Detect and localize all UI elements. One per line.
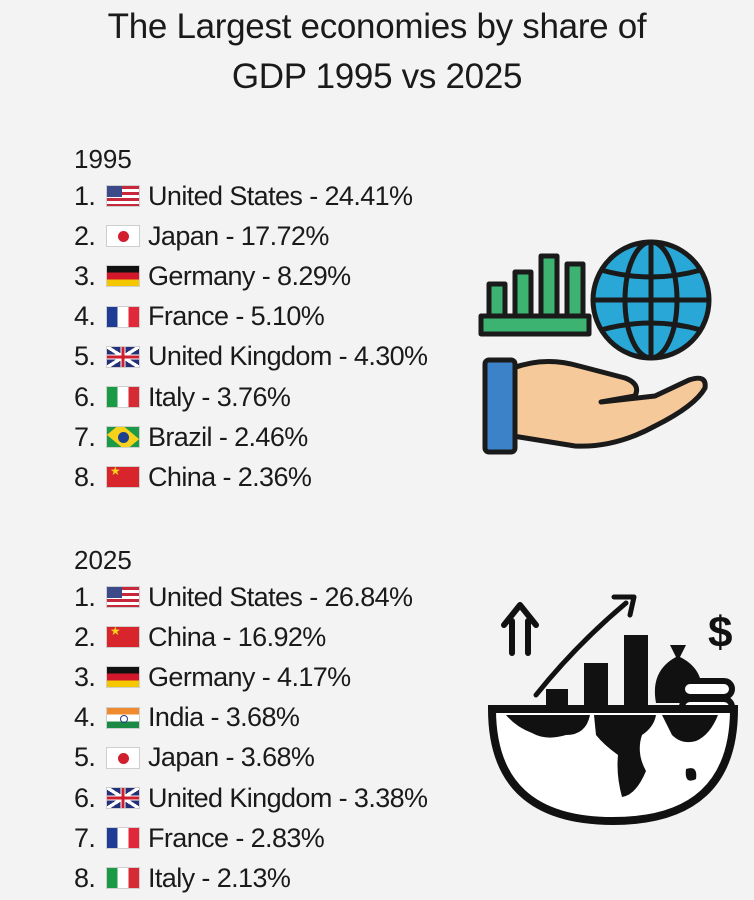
list-item: 5. Japan - 3.68%	[74, 738, 427, 778]
us-flag-icon	[106, 586, 140, 609]
section-1995: 1995 1. United States - 24.41% 2. Japan - …	[74, 142, 428, 498]
entry-text: China - 16.92%	[148, 621, 326, 652]
rank-number: 4.	[74, 702, 96, 733]
list-item: 1. United States - 26.84%	[74, 577, 427, 617]
entry-text: Japan - 3.68%	[148, 742, 315, 773]
france-flag-icon	[106, 827, 140, 850]
list-item: 6. United Kingdom - 3.38%	[74, 778, 428, 818]
germany-flag-icon	[106, 666, 140, 689]
us-flag-icon	[106, 185, 140, 208]
uk-flag-icon	[106, 787, 140, 810]
japan-flag-icon	[106, 225, 140, 248]
list-item: 5. United Kingdom - 4.30%	[74, 337, 428, 377]
entry-text: United States - 26.84%	[148, 581, 413, 612]
france-flag-icon	[106, 305, 140, 328]
uk-flag-icon	[106, 345, 140, 368]
china-flag-icon	[106, 626, 140, 649]
entry-text: France - 5.10%	[148, 301, 325, 332]
entry-text: Italy - 3.76%	[148, 381, 291, 412]
list-item: 8. Italy - 2.13%	[74, 858, 427, 898]
entry-text: Japan - 17.72%	[148, 220, 329, 251]
list-item: 4. India - 3.68%	[74, 698, 427, 738]
rank-number: 5.	[74, 742, 96, 773]
list-item: 2. Japan - 17.72%	[74, 216, 427, 256]
entry-text: Brazil - 2.46%	[148, 421, 308, 452]
list-item: 6. Italy - 3.76%	[74, 377, 427, 417]
section-year: 2025	[74, 545, 132, 575]
rank-number: 2.	[74, 220, 96, 251]
rank-number: 5.	[74, 341, 96, 372]
germany-flag-icon	[106, 265, 140, 288]
rank-number: 3.	[74, 661, 96, 692]
section-year: 1995	[74, 144, 132, 174]
rank-number: 1.	[74, 581, 96, 612]
rank-number: 1.	[74, 180, 96, 211]
rank-number: 6.	[74, 782, 96, 813]
list-item: 3. Germany - 8.29%	[74, 256, 427, 296]
rank-number: 7.	[74, 822, 96, 853]
rank-number: 4.	[74, 301, 96, 332]
section-2025: 2025 1. United States - 26.84% 2. China - …	[74, 543, 428, 899]
list-item: 1. United States - 24.41%	[74, 176, 427, 216]
entry-text: Germany - 8.29%	[148, 260, 351, 291]
list-item: 8. China - 2.36%	[74, 457, 427, 497]
entry-text: France - 2.83%	[148, 822, 325, 853]
page-title: The Largest economies by share of GDP 19…	[0, 2, 754, 102]
globe-with-growth-chart-and-money-icon: $	[487, 594, 739, 825]
rank-number: 7.	[74, 421, 96, 452]
entry-text: United Kingdom - 3.38%	[148, 782, 428, 813]
list-item: 3. Germany - 4.17%	[74, 657, 427, 697]
china-flag-icon	[106, 466, 140, 489]
india-flag-icon	[106, 706, 140, 729]
list-item: 4. France - 5.10%	[74, 297, 427, 337]
brazil-flag-icon	[106, 426, 140, 449]
list-item: 7. Brazil - 2.46%	[74, 417, 427, 457]
entry-text: India - 3.68%	[148, 702, 300, 733]
title-line-2: GDP 1995 vs 2025	[231, 57, 523, 96]
entry-text: United States - 24.41%	[148, 180, 413, 211]
rank-number: 8.	[74, 862, 96, 893]
rank-number: 8.	[74, 461, 96, 492]
rank-number: 2.	[74, 621, 96, 652]
rank-number: 6.	[74, 381, 96, 412]
entry-text: Italy - 2.13%	[148, 862, 291, 893]
italy-flag-icon	[106, 867, 140, 890]
japan-flag-icon	[106, 746, 140, 769]
rank-number: 3.	[74, 260, 96, 291]
hand-holding-globe-and-chart-icon	[478, 239, 712, 455]
entry-text: United Kingdom - 4.30%	[148, 341, 428, 372]
italy-flag-icon	[106, 386, 140, 409]
list-item: 7. France - 2.83%	[74, 818, 427, 858]
entry-text: Germany - 4.17%	[148, 661, 351, 692]
list-item: 2. China - 16.92%	[74, 617, 427, 657]
dollar-sign: $	[708, 608, 732, 657]
entry-text: China - 2.36%	[148, 461, 312, 492]
title-line-1: The Largest economies by share of	[107, 7, 647, 46]
